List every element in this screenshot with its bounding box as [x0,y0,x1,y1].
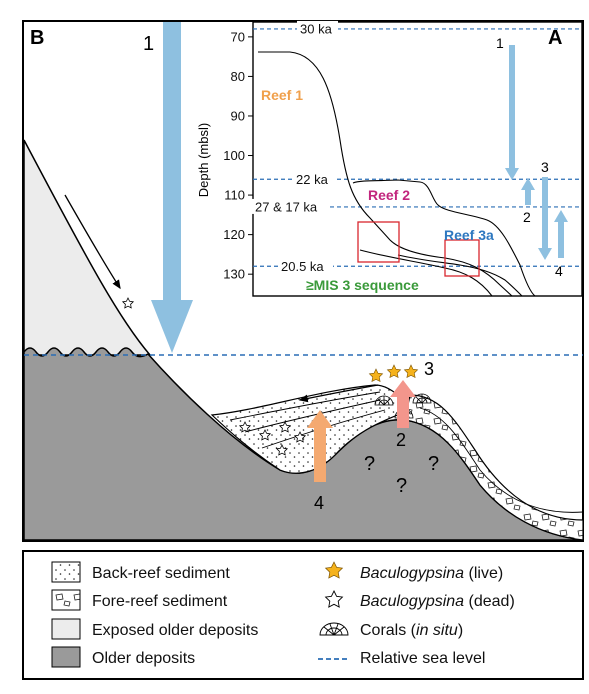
unknown-mark: ? [428,453,439,475]
legend-label-dead-star: Baculogypsina (dead) [360,593,515,610]
y-tick-label: 80 [231,69,245,84]
inset-arrow-label-4: 4 [555,263,563,279]
panel-a-letter: A [548,27,562,49]
arrow-label-4: 4 [314,493,324,513]
y-tick-label: 110 [224,188,245,203]
unit-label-reef-3a: Reef 3a [444,227,494,243]
sea-level-label: 30 ka [300,21,333,36]
inset-arrow-label-2: 2 [523,209,531,225]
legend-label-sea-level: Relative sea level [360,650,485,667]
y-tick-label: 70 [231,29,245,44]
legend-label-corals: Corals (in situ) [360,622,463,639]
panel-a: A Depth (mbsl) 70 80 90 100 110 120 130 30 ka 2… [196,21,582,296]
y-tick-label: 130 [223,267,245,282]
arrow-label-3: 3 [424,359,434,379]
sea-level-label: 20.5 ka [281,259,324,274]
y-tick-label: 120 [223,227,245,242]
unknown-mark: ? [364,453,375,475]
unknown-mark: ? [396,475,407,497]
arrow-label-2: 2 [396,430,406,450]
unit-label-mis3: ≥MIS 3 sequence [306,277,419,293]
arrow-label-1: 1 [143,33,154,55]
legend-label-back-reef: Back-reef sediment [92,565,230,582]
panel-a-frame [253,22,582,296]
y-axis-title: Depth (mbsl) [196,123,211,197]
unit-label-reef-2: Reef 2 [368,187,410,203]
y-tick-label: 90 [231,108,245,123]
legend-label-fore-reef: Fore-reef sediment [92,593,228,610]
inset-arrow-label-3: 3 [541,159,549,175]
sea-level-label: 27 & 17 ka [255,199,318,214]
unit-label-reef-1: Reef 1 [261,87,303,103]
inset-arrow-label-1: 1 [496,35,504,51]
y-tick-label: 100 [223,148,245,163]
exposed-older-deposits-swatch [52,619,80,639]
legend-label-live-star: Baculogypsina (live) [360,565,503,582]
fore-reef-sediment-swatch [52,590,80,610]
legend-label-older: Older deposits [92,650,195,667]
sea-level-label: 22 ka [296,172,329,187]
older-deposits-swatch [52,647,80,667]
panel-b-letter: B [30,27,44,49]
back-reef-sediment-swatch [52,562,80,582]
legend: Back-reef sediment Fore-reef sediment Ex… [23,551,583,679]
legend-label-exposed: Exposed older deposits [92,622,258,639]
